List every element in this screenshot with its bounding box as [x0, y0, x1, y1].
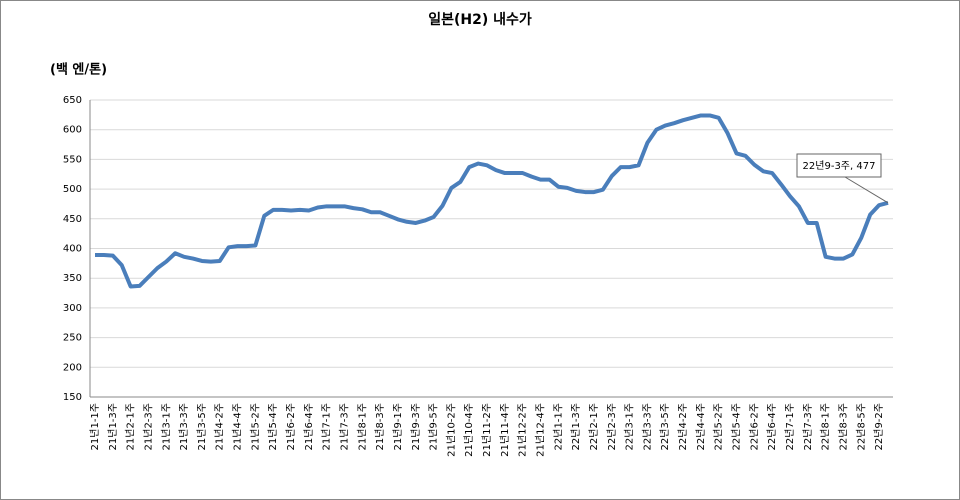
x-tick-label: 21년5-2주 [249, 403, 261, 450]
x-tick-label: 21년11-2주 [481, 403, 493, 457]
x-tick-label: 21년7-3주 [338, 403, 350, 450]
x-tick-label: 21년2-3주 [142, 403, 154, 450]
x-tick-label: 21년3-5주 [196, 403, 208, 450]
x-tick-label: 21년6-2주 [285, 403, 297, 450]
x-tick-label: 22년7-1주 [784, 403, 796, 450]
x-tick-label: 22년9-2주 [873, 403, 885, 450]
x-tick-label: 21년5-4주 [267, 403, 279, 450]
x-tick-label: 21년9-1주 [392, 403, 404, 450]
x-tick-label: 22년6-4주 [766, 403, 778, 450]
annotation-box [796, 153, 882, 178]
y-axis-label: (백 엔/톤) [50, 62, 107, 78]
chart-title: 일본(H2) 내수가 [428, 12, 532, 28]
x-tick-label: 21년2-1주 [125, 403, 137, 450]
x-tick-label: 21년11-4주 [499, 403, 511, 457]
y-tick-label: 500 [63, 184, 82, 195]
y-tick-label: 350 [63, 273, 82, 284]
y-tick-label: 450 [63, 214, 82, 225]
x-tick-label: 21년12-2주 [517, 403, 529, 457]
line-series [95, 113, 889, 289]
x-tick-label: 22년2-3주 [606, 403, 618, 450]
x-tick-label: 22년8-1주 [820, 403, 832, 450]
x-tick-label: 21년4-2주 [214, 403, 226, 450]
y-tick-label: 150 [63, 392, 82, 403]
y-tick-label: 600 [63, 125, 82, 136]
x-tick-label: 22년4-2주 [677, 403, 689, 450]
x-tick-label: 22년3-3주 [641, 403, 653, 450]
x-tick-label: 22년1-1주 [552, 403, 564, 450]
x-tick-label: 22년5-4주 [731, 403, 743, 450]
x-tick-label: 21년1-1주 [89, 403, 101, 450]
x-tick-label: 22년8-5주 [855, 403, 867, 450]
y-tick-label: 650 [63, 95, 82, 106]
x-tick-label: 21년8-3주 [374, 403, 386, 450]
x-tick-label: 22년6-2주 [748, 403, 760, 450]
x-tick-label: 21년7-1주 [321, 403, 333, 450]
x-tick-label: 22년1-3주 [570, 403, 582, 450]
x-tick-label: 21년3-1주 [160, 403, 172, 450]
y-tick-label: 300 [63, 303, 82, 314]
y-tick-label: 200 [63, 362, 82, 373]
y-tick-label: 550 [63, 154, 82, 165]
x-tick-label: 22년8-3주 [837, 403, 849, 450]
x-tick-label: 22년5-2주 [713, 403, 725, 450]
x-tick-label: 22년3-1주 [624, 403, 636, 450]
x-tick-label: 22년7-3주 [802, 403, 814, 450]
y-tick-label: 400 [63, 244, 82, 255]
x-tick-label: 21년1-3주 [107, 403, 119, 450]
x-tick-label: 21년9-3주 [410, 403, 422, 450]
x-tick-label: 22년4-4주 [695, 403, 707, 450]
y-tick-label: 250 [63, 333, 82, 344]
annotation: 22년9-3주, 477 [803, 160, 876, 172]
x-tick-label: 21년10-4주 [463, 403, 475, 457]
x-tick-label: 21년3-3주 [178, 403, 190, 450]
x-tick-label: 21년10-2주 [445, 403, 457, 457]
x-tick-label: 21년4-4주 [232, 403, 244, 450]
x-tick-label: 22년2-1주 [588, 403, 600, 450]
x-tick-label: 22년3-5주 [659, 403, 671, 450]
x-tick-label: 21년12-4주 [535, 403, 547, 457]
x-tick-label: 21년9-5주 [428, 403, 440, 450]
x-tick-label: 21년8-1주 [356, 403, 368, 450]
x-tick-label: 21년6-4주 [303, 403, 315, 450]
callout-line [844, 176, 889, 204]
